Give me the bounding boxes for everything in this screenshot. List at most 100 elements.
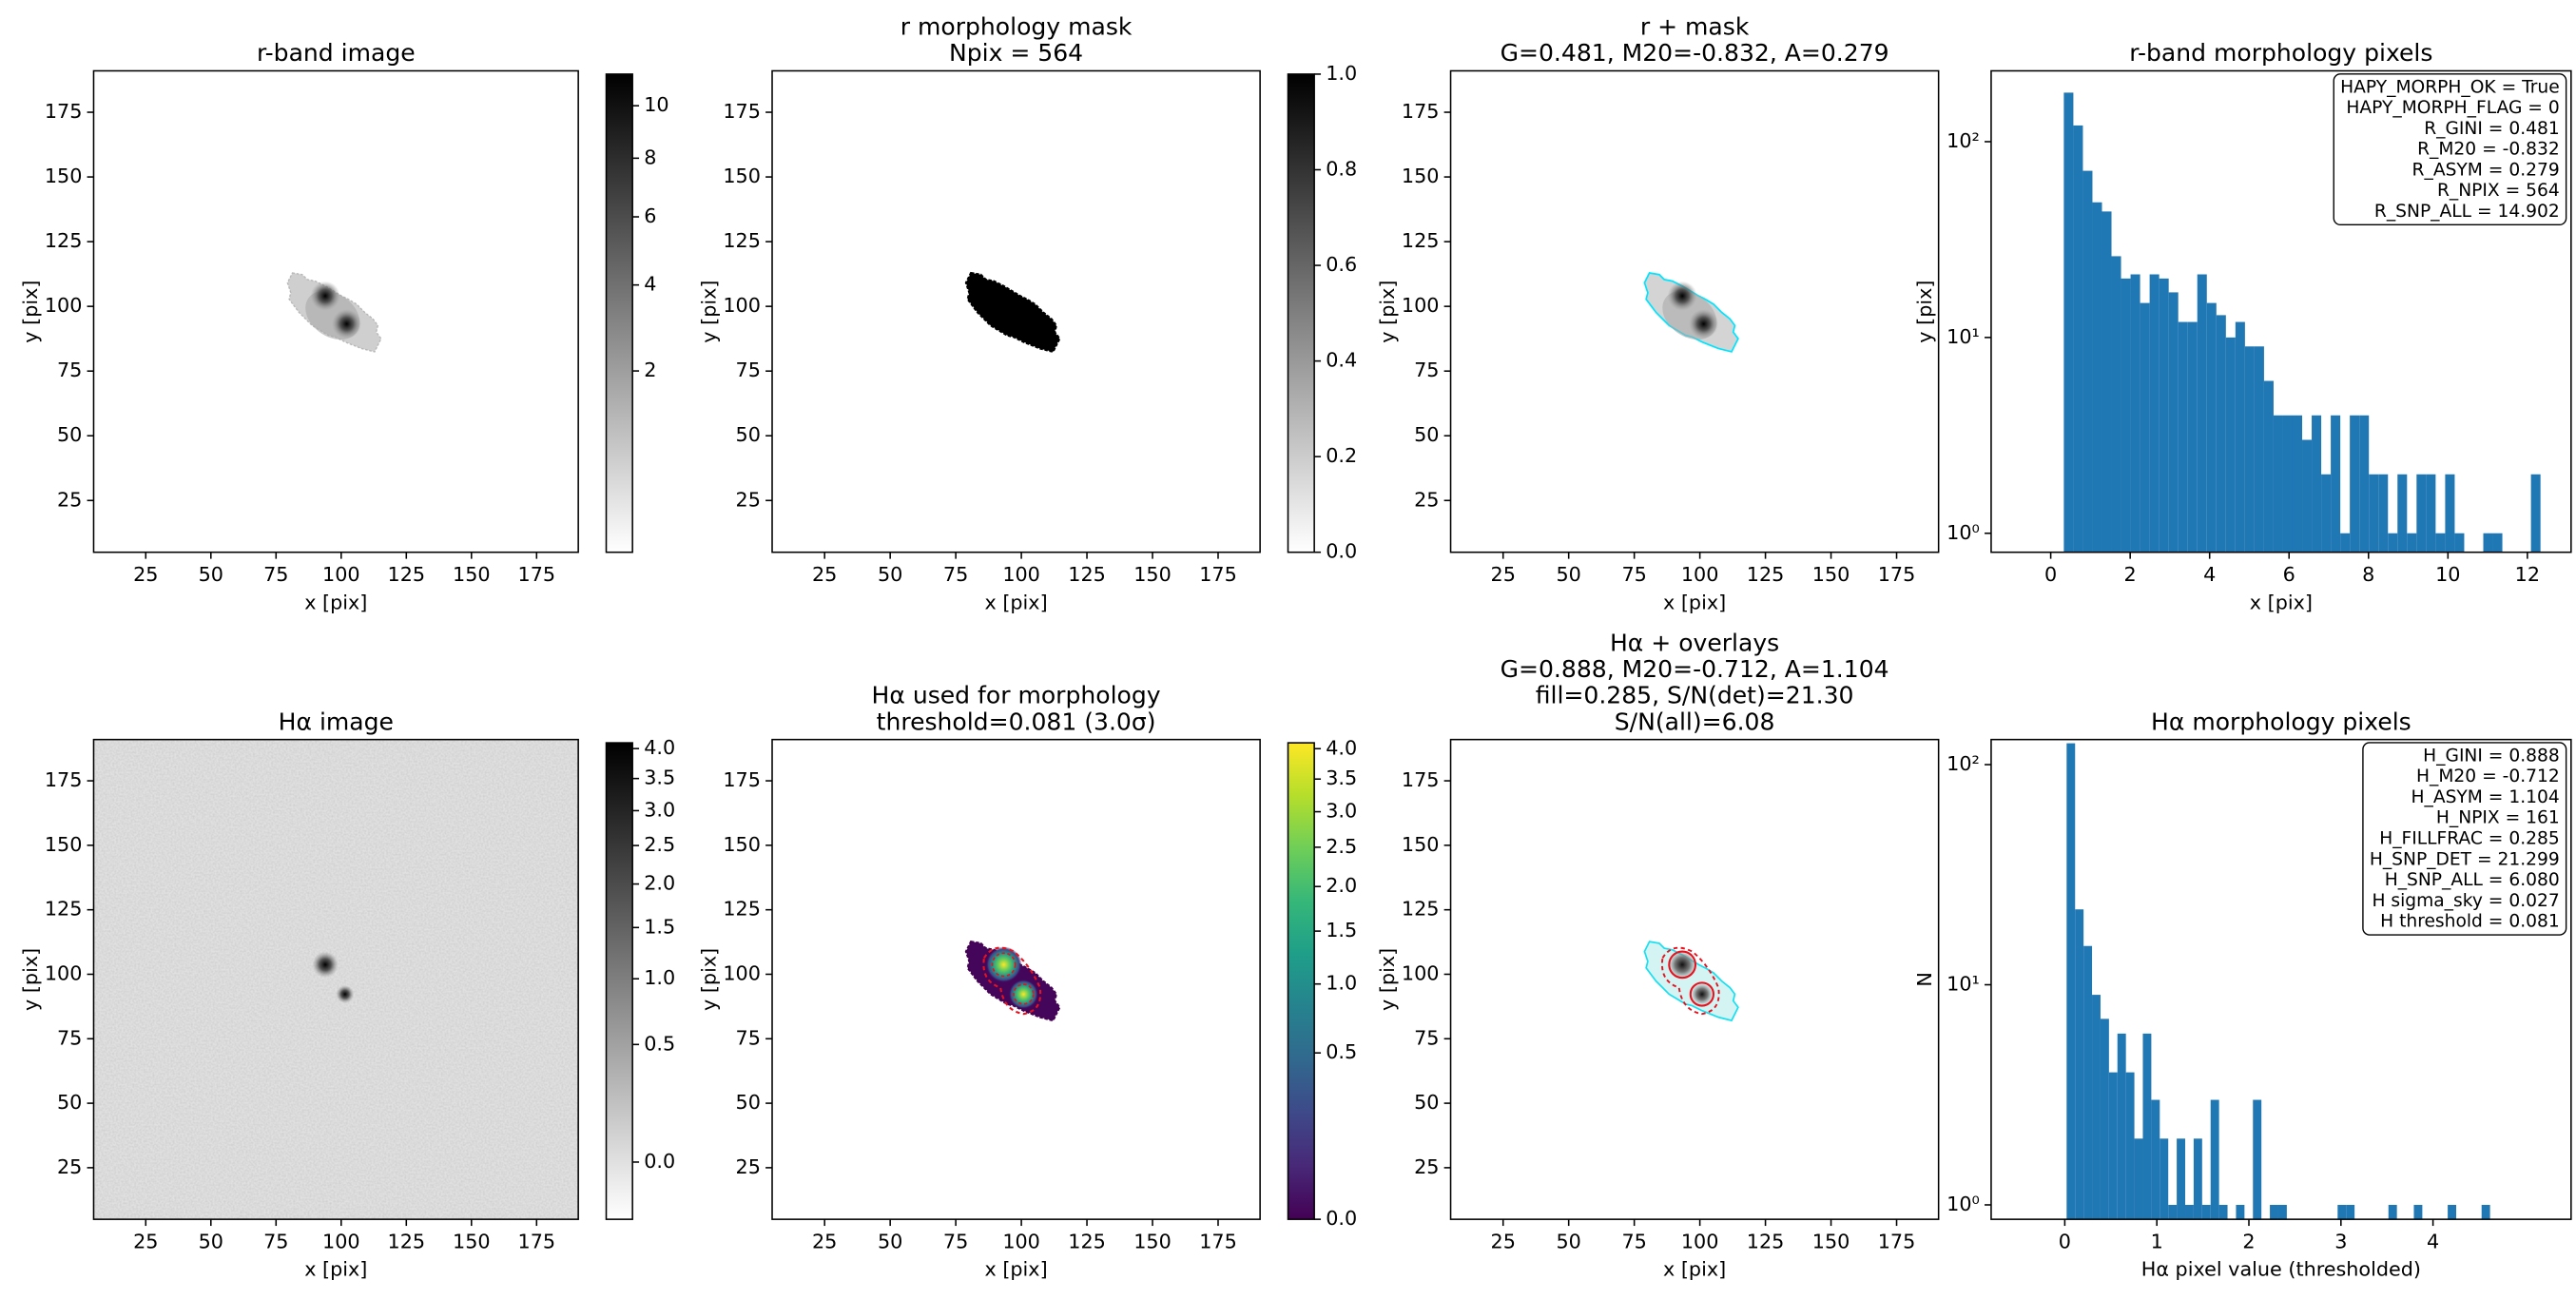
x-tick-label: 3 bbox=[2334, 1230, 2347, 1252]
chart-title: r-band image bbox=[257, 39, 416, 67]
histogram-bar bbox=[2142, 1033, 2152, 1220]
y-axis-label: y [pix] bbox=[1913, 281, 1936, 343]
y-tick-label: 10² bbox=[1947, 129, 1980, 152]
y-tick-label: 25 bbox=[736, 488, 761, 511]
y-tick-label: 10⁰ bbox=[1947, 1193, 1980, 1215]
x-tick-label: 75 bbox=[943, 1230, 968, 1252]
colorbar-tick-label: 2.5 bbox=[1326, 835, 1357, 858]
colorbar-tick-label: 4.0 bbox=[1326, 736, 1357, 759]
x-tick-label: 75 bbox=[1621, 563, 1646, 586]
x-tick-label: 150 bbox=[1133, 1230, 1172, 1252]
histogram-bar bbox=[2201, 1204, 2211, 1220]
x-tick-label: 175 bbox=[1199, 1230, 1237, 1252]
x-tick-label: 100 bbox=[1002, 563, 1040, 586]
colorbar-tick-label: 0.5 bbox=[644, 1032, 675, 1055]
y-axis-label: y [pix] bbox=[1376, 281, 1399, 343]
stats-line: H_GINI = 0.888 bbox=[2423, 746, 2560, 766]
y-tick-label: 25 bbox=[1414, 488, 1439, 511]
colorbar-tick-label: 2.0 bbox=[644, 872, 675, 895]
colorbar-tick-label: 0.0 bbox=[1326, 540, 1357, 563]
y-tick-label: 100 bbox=[723, 961, 761, 984]
histogram-bar bbox=[2216, 315, 2226, 553]
x-tick-label: 75 bbox=[1621, 1230, 1646, 1252]
x-tick-label: 25 bbox=[1491, 563, 1516, 586]
histogram-bar bbox=[2225, 337, 2236, 553]
stats-line: H_FILLFRAC = 0.285 bbox=[2379, 829, 2560, 849]
histogram-bar bbox=[2292, 415, 2303, 553]
x-tick-label: 175 bbox=[1199, 563, 1237, 586]
x-tick-label: 25 bbox=[1491, 1230, 1516, 1252]
x-tick-label: 10 bbox=[2435, 563, 2460, 586]
y-axis-label: N bbox=[1913, 972, 1936, 986]
x-tick-label: 100 bbox=[1681, 563, 1719, 586]
y-tick-label: 125 bbox=[723, 898, 761, 921]
histogram-bar bbox=[2445, 474, 2455, 553]
y-tick-label: 125 bbox=[1402, 229, 1440, 252]
stats-line: H_SNP_ALL = 6.080 bbox=[2385, 870, 2560, 890]
colorbar-tick-label: 1.0 bbox=[1326, 62, 1357, 85]
mask-image-content bbox=[964, 271, 1061, 353]
stats-box-frame bbox=[2362, 742, 2567, 936]
histogram-bar bbox=[2388, 1204, 2397, 1220]
histogram-bar bbox=[2130, 274, 2140, 553]
chart-title: G=0.888, M20=-0.712, A=1.104 bbox=[1501, 655, 1889, 683]
x-tick-label: 125 bbox=[1068, 1230, 1106, 1252]
y-tick-label: 75 bbox=[57, 1026, 82, 1049]
histogram-bar bbox=[2435, 533, 2446, 553]
colorbar-tick-label: 3.5 bbox=[644, 766, 675, 789]
y-tick-label: 150 bbox=[723, 833, 761, 856]
y-tick-label: 75 bbox=[736, 359, 761, 381]
x-tick-label: 1 bbox=[2151, 1230, 2163, 1252]
histogram-bar bbox=[2108, 1072, 2118, 1220]
x-tick-label: 125 bbox=[1747, 1230, 1785, 1252]
chart-title: Hα + overlays bbox=[1610, 629, 1779, 656]
x-tick-label: 100 bbox=[1681, 1230, 1719, 1252]
colorbar-tick-label: 0.0 bbox=[1326, 1207, 1357, 1230]
colorbar-tick-label: 1.5 bbox=[644, 915, 675, 938]
stats-line: R_GINI = 0.481 bbox=[2424, 119, 2560, 139]
colorbar-tick-label: 0.8 bbox=[1326, 157, 1357, 180]
histogram-bar bbox=[2092, 995, 2101, 1220]
x-tick-label: 50 bbox=[199, 1230, 223, 1252]
y-tick-label: 50 bbox=[736, 423, 761, 446]
histogram-bar bbox=[2075, 909, 2084, 1220]
histogram-bar bbox=[2083, 945, 2093, 1220]
axes-frame bbox=[1990, 738, 2572, 1220]
y-tick-label: 50 bbox=[57, 423, 82, 446]
y-tick-label: 50 bbox=[57, 1091, 82, 1114]
histogram-bar bbox=[2312, 415, 2322, 553]
y-tick-label: 150 bbox=[1402, 833, 1440, 856]
x-tick-label: 150 bbox=[1812, 1230, 1850, 1252]
histogram-bar bbox=[2210, 1099, 2219, 1220]
histogram-bar bbox=[2413, 1204, 2423, 1220]
stats-line: HAPY_MORPH_FLAG = 0 bbox=[2346, 98, 2559, 118]
histogram-bar bbox=[2149, 274, 2160, 553]
chart-title: r + mask bbox=[1640, 13, 1750, 41]
histogram-bar bbox=[2378, 474, 2389, 553]
histogram-bar bbox=[2218, 1204, 2228, 1220]
x-axis-label: x [pix] bbox=[304, 591, 367, 613]
histogram-bar bbox=[2483, 533, 2493, 553]
colorbar-tick-label: 6 bbox=[644, 204, 656, 227]
histogram-bar bbox=[2160, 1138, 2169, 1220]
colorbar-tick-label: 2 bbox=[644, 359, 656, 381]
x-tick-label: 50 bbox=[878, 563, 902, 586]
axes-frame bbox=[1449, 69, 1940, 553]
chart-title: Npix = 564 bbox=[949, 39, 1083, 67]
histogram-bar bbox=[2134, 1138, 2143, 1220]
stats-line: H threshold = 0.081 bbox=[2380, 912, 2560, 932]
x-tick-label: 125 bbox=[1747, 563, 1785, 586]
y-tick-label: 175 bbox=[1402, 100, 1440, 123]
y-axis-label: y [pix] bbox=[19, 948, 42, 1011]
x-tick-label: 175 bbox=[518, 1230, 556, 1252]
colorbar-tick-label: 3.0 bbox=[644, 798, 675, 821]
y-tick-label: 50 bbox=[736, 1091, 761, 1114]
histogram-bar bbox=[2263, 380, 2274, 553]
colorbar-tick-label: 3.0 bbox=[1326, 800, 1357, 823]
colorbar-tick-label: 0.2 bbox=[1326, 444, 1357, 467]
x-tick-label: 150 bbox=[453, 563, 491, 586]
colorbar-tick-label: 0.6 bbox=[1326, 253, 1357, 276]
histogram-bar bbox=[2302, 439, 2313, 553]
histogram-bar bbox=[2254, 346, 2264, 553]
y-tick-label: 125 bbox=[45, 229, 83, 252]
